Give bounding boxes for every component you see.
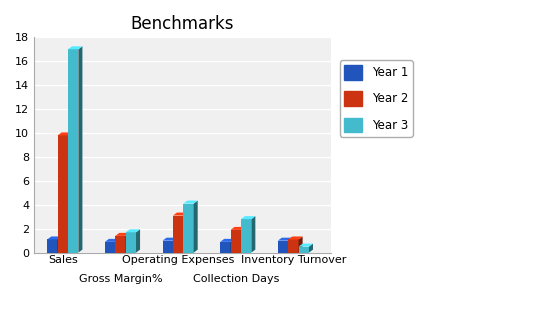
Polygon shape — [288, 237, 302, 239]
Title: Benchmarks: Benchmarks — [131, 15, 234, 33]
Polygon shape — [299, 237, 303, 252]
Polygon shape — [278, 238, 292, 241]
Polygon shape — [241, 227, 245, 252]
Polygon shape — [183, 201, 197, 204]
Polygon shape — [278, 241, 288, 252]
Polygon shape — [183, 204, 194, 252]
Text: Collection Days: Collection Days — [192, 274, 279, 284]
Polygon shape — [220, 242, 230, 252]
Polygon shape — [230, 230, 241, 252]
Polygon shape — [163, 241, 173, 252]
Polygon shape — [125, 233, 130, 252]
Polygon shape — [163, 238, 177, 241]
Polygon shape — [68, 49, 78, 252]
Polygon shape — [125, 232, 136, 252]
Polygon shape — [78, 46, 82, 252]
Polygon shape — [105, 239, 119, 242]
Polygon shape — [173, 238, 177, 252]
Polygon shape — [299, 247, 309, 252]
Text: Gross Margin%: Gross Margin% — [79, 274, 162, 284]
Polygon shape — [47, 239, 58, 252]
Polygon shape — [116, 236, 125, 252]
Polygon shape — [105, 242, 115, 252]
Polygon shape — [136, 229, 140, 252]
Polygon shape — [58, 237, 62, 252]
Polygon shape — [116, 233, 130, 236]
Polygon shape — [230, 239, 235, 252]
Polygon shape — [241, 216, 255, 219]
Polygon shape — [125, 229, 140, 232]
Polygon shape — [309, 244, 313, 252]
Polygon shape — [58, 132, 72, 135]
Polygon shape — [68, 46, 82, 49]
Polygon shape — [194, 201, 197, 252]
Polygon shape — [183, 212, 188, 252]
Polygon shape — [173, 212, 188, 216]
Polygon shape — [241, 219, 251, 252]
Polygon shape — [47, 237, 62, 239]
Polygon shape — [68, 132, 72, 252]
Polygon shape — [288, 239, 299, 252]
Polygon shape — [251, 216, 255, 252]
Polygon shape — [116, 239, 119, 252]
Polygon shape — [173, 216, 183, 252]
Polygon shape — [299, 244, 313, 247]
Polygon shape — [58, 135, 68, 252]
Polygon shape — [230, 227, 245, 230]
Legend: Year 1, Year 2, Year 3: Year 1, Year 2, Year 3 — [340, 60, 412, 137]
Polygon shape — [288, 238, 292, 252]
Polygon shape — [220, 239, 235, 242]
